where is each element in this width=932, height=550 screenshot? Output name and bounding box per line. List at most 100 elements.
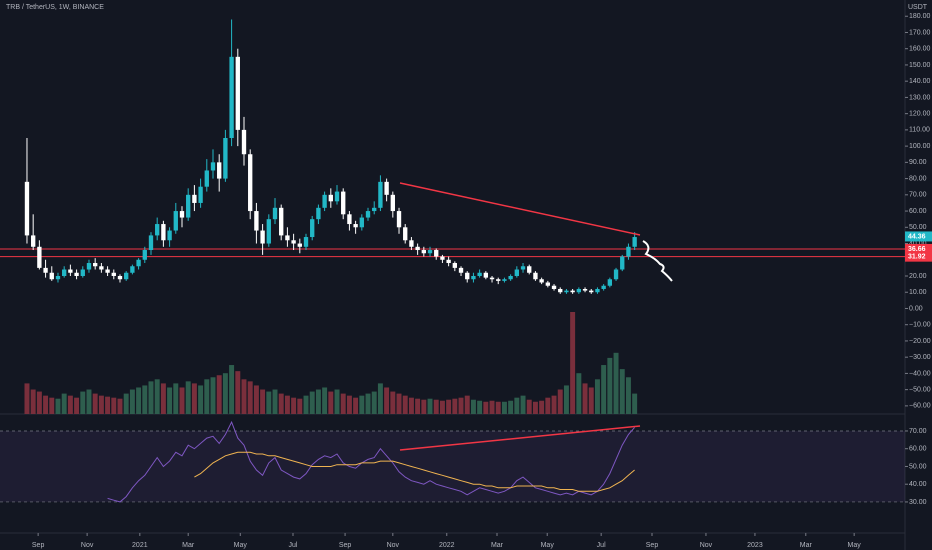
volume-bar [551,395,557,414]
candle-body [421,250,426,254]
candle-body [285,235,290,241]
volume-bar [291,397,297,414]
volume-bar [452,398,458,414]
volume-bar [489,400,495,414]
y-tick-label: 110.00 [909,127,930,134]
rsi-tick-label: 60.00 [909,446,927,453]
candle-body [520,266,526,270]
candle-body [62,269,67,276]
candle-body [514,269,520,276]
candle-body [483,272,488,278]
volume-bar [508,400,514,414]
volume-bar [377,383,383,414]
candle-body [601,285,606,289]
candle-body [310,219,315,238]
candle-body [551,285,557,289]
y-tick-label: 20.00 [909,273,927,280]
x-tick-label: May [848,542,862,549]
candle-body [489,277,495,280]
volume-bar [570,312,576,414]
y-tick-label: 140.00 [909,78,931,85]
candle-body [347,214,352,225]
volume-bar [514,397,520,414]
volume-bar [607,357,613,414]
volume-bar [402,395,408,414]
candle-body [179,211,185,218]
candle-body [260,230,265,244]
y-tick-label: 40.00 [909,240,927,247]
candle-body [272,207,278,220]
volume-bar [117,398,123,414]
volume-bar [142,385,148,414]
volume-bar [154,379,160,414]
volume-bar [632,393,638,414]
volume-bar [260,389,266,414]
volume-bar [353,397,359,414]
rsi-tick-label: 40.00 [909,481,927,488]
currency-label: USDT [908,4,928,11]
volume-bar [278,393,284,414]
candle-body [266,219,271,244]
candle-body [359,217,364,228]
volume-bar [563,385,569,414]
price-tag-label: 31.92 [908,253,926,260]
volume-bar [111,397,117,414]
y-tick-label: 170.00 [909,29,931,36]
candle-body [136,259,141,267]
candle-body [626,246,631,257]
x-tick-label: Jul [597,542,606,549]
volume-bar [439,400,445,414]
candle-body [471,276,476,280]
x-tick-label: Nov [387,542,400,549]
candle-body [99,266,104,270]
candle-body [210,162,216,171]
volume-bar [309,391,315,414]
volume-bar [625,377,631,414]
x-tick-label: Mar [182,542,195,549]
volume-bar [464,395,470,414]
candle-body [539,279,544,283]
rsi-line [107,420,635,503]
volume-bar [61,393,67,414]
volume-bar [495,401,501,414]
volume-bar [297,398,303,414]
volume-bar [334,389,340,414]
rsi-tick-label: 30.00 [909,499,927,506]
trend-line [399,182,641,236]
volume-bar [247,381,253,414]
candle-body [111,272,116,276]
x-tick-label: 2022 [439,542,455,549]
candle-body [372,207,377,212]
volume-bar [526,399,532,414]
volume-bar [129,389,135,414]
volume-bar [198,385,204,414]
volume-bar [532,401,538,414]
candle-body [316,207,321,220]
chart-title: TRB / TetherUS, 1W, BINANCE [6,4,104,11]
candle-body [173,211,178,231]
x-tick-label: Jul [289,542,298,549]
y-tick-label: −20.00 [909,338,931,345]
volume-bar [588,387,594,414]
volume-bar [396,393,402,414]
candle-body [502,279,507,281]
candle-body [229,56,234,138]
x-tick-label: Sep [32,542,45,549]
candle-body [415,246,420,251]
candle-body [378,181,383,208]
candle-body [582,288,588,291]
candle-body [93,263,98,267]
y-tick-label: −10.00 [909,322,931,329]
candle-body [322,194,327,208]
volume-bar [167,387,173,414]
y-tick-label: 120.00 [909,110,931,117]
volume-bar [619,369,625,414]
candle-body [390,194,395,212]
volume-bar [315,389,321,414]
candle-body [68,269,73,273]
candle-body [24,181,30,236]
x-tick-label: Mar [491,542,504,549]
candle-body [105,269,110,273]
volume-bar [148,381,154,414]
candle-body [607,279,613,286]
